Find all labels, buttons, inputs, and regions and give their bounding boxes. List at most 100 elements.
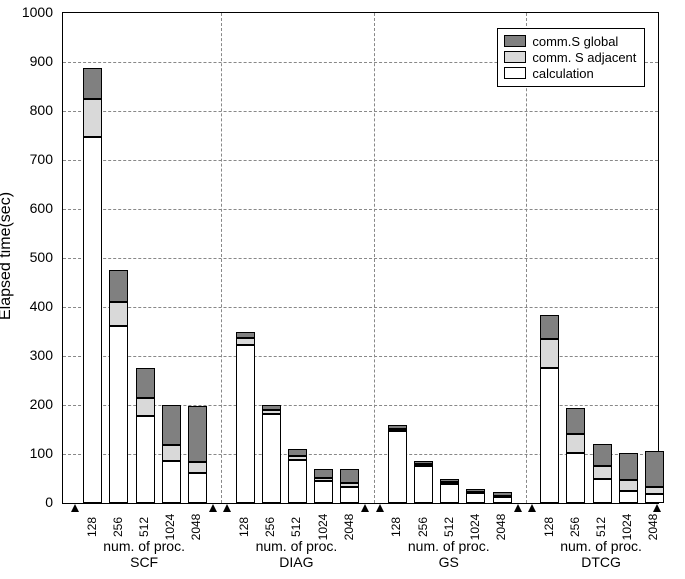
bar-segment-calculation	[466, 493, 485, 503]
chart-container: Elapsed time(sec) comm.S globalcomm. S a…	[0, 0, 685, 579]
bar-segment-comm_global	[162, 405, 181, 445]
bar-segment-comm_global	[645, 451, 664, 487]
y-tick-label: 800	[3, 102, 53, 118]
y-tick-label: 1000	[3, 4, 53, 20]
bar-segment-calculation	[109, 326, 128, 503]
group-arrow-icon	[71, 504, 79, 512]
proc-label: 1024	[316, 514, 330, 541]
proc-label: 2048	[646, 514, 660, 541]
proc-label: 1024	[620, 514, 634, 541]
bar-segment-comm_global	[540, 315, 559, 340]
bar-segment-comm_global	[466, 489, 485, 491]
y-tick-label: 700	[3, 151, 53, 167]
bar-segment-comm_global	[288, 449, 307, 456]
bar-segment-calculation	[493, 497, 512, 503]
gridline-horizontal	[63, 160, 658, 161]
bar-segment-comm_adjacent	[262, 410, 281, 414]
proc-label: 256	[111, 517, 125, 537]
proc-label: 512	[289, 517, 303, 537]
legend-label: comm. S adjacent	[532, 50, 636, 65]
gridline-horizontal	[63, 209, 658, 210]
group-label: num. of proc.SCF	[103, 538, 185, 570]
bar-segment-comm_global	[136, 368, 155, 397]
bar-segment-comm_global	[188, 406, 207, 462]
y-tick-label: 100	[3, 445, 53, 461]
gridline-horizontal	[63, 258, 658, 259]
group-arrow-icon	[361, 504, 369, 512]
bar-segment-calculation	[83, 137, 102, 503]
proc-label: 2048	[342, 514, 356, 541]
bar-segment-comm_global	[440, 479, 459, 482]
group-arrow-icon	[653, 504, 661, 512]
gridline-horizontal	[63, 307, 658, 308]
bar-segment-comm_adjacent	[188, 462, 207, 473]
legend-swatch	[504, 67, 526, 79]
group-arrow-icon	[223, 504, 231, 512]
group-name: GS	[439, 554, 459, 570]
proc-label: 256	[416, 517, 430, 537]
bar-segment-comm_adjacent	[619, 480, 638, 491]
bar-segment-calculation	[262, 414, 281, 503]
bar-segment-comm_adjacent	[566, 434, 585, 453]
bar-segment-comm_adjacent	[136, 398, 155, 417]
y-tick-label: 300	[3, 347, 53, 363]
gridline-vertical	[221, 13, 222, 503]
legend-label: calculation	[532, 66, 593, 81]
proc-label: 512	[442, 517, 456, 537]
proc-label: 512	[594, 517, 608, 537]
gridline-horizontal	[63, 356, 658, 357]
bar-segment-comm_global	[414, 461, 433, 464]
proc-label: 2048	[189, 514, 203, 541]
group-xlabel: num. of proc.	[103, 538, 185, 554]
bar-segment-comm_global	[619, 453, 638, 480]
group-label: num. of proc.GS	[408, 538, 490, 570]
y-tick-label: 600	[3, 200, 53, 216]
legend-swatch	[504, 51, 526, 63]
legend-swatch	[504, 35, 526, 47]
bar-segment-comm_global	[388, 425, 407, 429]
legend-item: comm. S adjacent	[504, 50, 636, 65]
proc-label: 128	[542, 517, 556, 537]
legend-item: comm.S global	[504, 34, 636, 49]
bar-segment-calculation	[540, 368, 559, 503]
proc-label: 1024	[468, 514, 482, 541]
plot-area: comm.S globalcomm. S adjacentcalculation	[62, 12, 659, 504]
proc-label: 512	[137, 517, 151, 537]
bar-segment-calculation	[440, 484, 459, 503]
legend-label: comm.S global	[532, 34, 618, 49]
bar-segment-comm_adjacent	[236, 338, 255, 345]
group-name: DTCG	[581, 554, 621, 570]
bar-segment-comm_adjacent	[109, 302, 128, 326]
bar-segment-calculation	[288, 460, 307, 503]
group-label: num. of proc.DIAG	[256, 538, 338, 570]
y-tick-label: 0	[3, 494, 53, 510]
group-arrow-icon	[528, 504, 536, 512]
bar-segment-comm_global	[593, 444, 612, 466]
y-tick-label: 200	[3, 396, 53, 412]
proc-label: 128	[237, 517, 251, 537]
bar-segment-comm_global	[109, 270, 128, 302]
y-tick-label: 900	[3, 53, 53, 69]
group-arrow-icon	[209, 504, 217, 512]
bar-segment-calculation	[645, 494, 664, 503]
bar-segment-comm_adjacent	[288, 456, 307, 460]
legend: comm.S globalcomm. S adjacentcalculation	[497, 28, 645, 87]
proc-label: 2048	[494, 514, 508, 541]
bar-segment-comm_adjacent	[83, 99, 102, 137]
bar-segment-comm_adjacent	[340, 483, 359, 487]
group-name: DIAG	[279, 554, 313, 570]
group-xlabel: num. of proc.	[408, 538, 490, 554]
bar-segment-comm_global	[262, 405, 281, 411]
bar-segment-comm_adjacent	[314, 478, 333, 482]
group-xlabel: num. of proc.	[560, 538, 642, 554]
proc-label: 128	[389, 517, 403, 537]
bar-segment-comm_global	[83, 68, 102, 99]
bar-segment-calculation	[619, 491, 638, 503]
bar-segment-comm_adjacent	[414, 464, 433, 466]
bar-segment-calculation	[340, 487, 359, 503]
bar-segment-comm_global	[493, 492, 512, 495]
bar-segment-comm_adjacent	[388, 429, 407, 431]
bar-segment-calculation	[566, 453, 585, 503]
bar-segment-comm_global	[340, 469, 359, 484]
bar-segment-comm_global	[236, 332, 255, 339]
